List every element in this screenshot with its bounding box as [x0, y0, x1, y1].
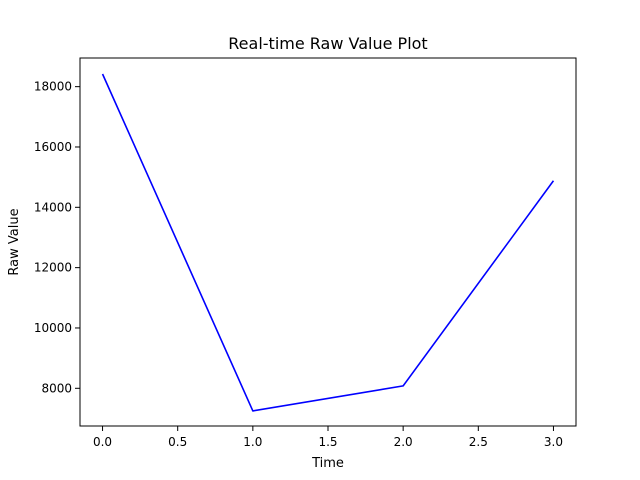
x-axis-label: Time: [311, 456, 344, 471]
chart-title: Real-time Raw Value Plot: [228, 34, 427, 53]
x-tick-label: 3.0: [544, 435, 563, 449]
axes-frame: [79, 57, 577, 427]
y-tick-label: 12000: [34, 261, 72, 275]
x-tick-label: 1.5: [318, 435, 337, 449]
x-tick-label: 2.0: [394, 435, 413, 449]
y-tick-label: 10000: [34, 321, 72, 335]
x-tick-label: 2.5: [469, 435, 488, 449]
series-line: [101, 73, 555, 412]
x-tick-label: 0.5: [168, 435, 187, 449]
x-tick-label: 1.0: [243, 435, 262, 449]
y-tick-label: 18000: [34, 80, 72, 94]
y-tick-label: 14000: [34, 200, 72, 214]
y-axis-label: Raw Value: [7, 208, 22, 275]
series-layer: [101, 73, 555, 412]
y-tick-label: 16000: [34, 140, 72, 154]
y-tick-label: 8000: [41, 381, 72, 395]
y-axis-ticks: 8000 10000 12000 14000 16000 18000: [34, 80, 80, 395]
x-axis-ticks: 0.0 0.5 1.0 1.5 2.0 2.5 3.0: [93, 426, 563, 449]
x-tick-label: 0.0: [93, 435, 112, 449]
